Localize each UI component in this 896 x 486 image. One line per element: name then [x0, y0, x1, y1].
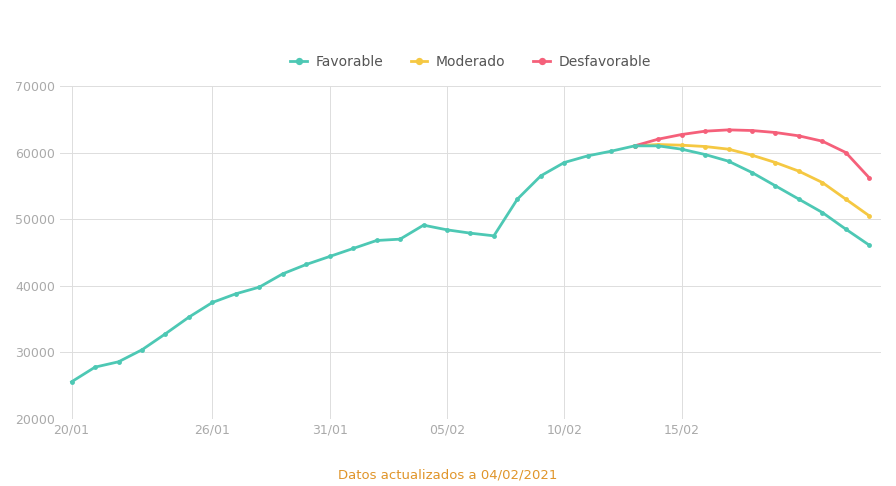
- Line: Favorable: Favorable: [69, 143, 872, 384]
- Favorable: [66, 379, 77, 385]
- Favorable: [394, 236, 405, 242]
- Desfavorable: [746, 128, 757, 134]
- Favorable: [653, 143, 664, 149]
- Favorable: [864, 242, 874, 248]
- Favorable: [207, 299, 218, 305]
- Desfavorable: [700, 128, 711, 134]
- Moderado: [700, 143, 711, 149]
- Desfavorable: [794, 133, 805, 139]
- Moderado: [629, 143, 640, 149]
- Favorable: [418, 222, 429, 228]
- Desfavorable: [723, 127, 734, 133]
- Line: Moderado: Moderado: [633, 142, 872, 218]
- Favorable: [676, 146, 687, 152]
- Favorable: [371, 238, 382, 243]
- Desfavorable: [676, 132, 687, 138]
- Favorable: [512, 196, 522, 202]
- Favorable: [700, 152, 711, 157]
- Favorable: [160, 331, 171, 337]
- Favorable: [770, 183, 780, 189]
- Moderado: [723, 146, 734, 152]
- Moderado: [746, 152, 757, 158]
- Favorable: [559, 159, 570, 165]
- Moderado: [817, 180, 828, 186]
- Desfavorable: [817, 139, 828, 144]
- Moderado: [794, 168, 805, 174]
- Favorable: [301, 261, 312, 267]
- Favorable: [465, 230, 476, 236]
- Favorable: [746, 170, 757, 175]
- Favorable: [324, 254, 335, 260]
- Moderado: [653, 141, 664, 147]
- Favorable: [90, 364, 100, 370]
- Favorable: [278, 271, 289, 277]
- Favorable: [348, 245, 358, 251]
- Favorable: [794, 196, 805, 202]
- Legend: Favorable, Moderado, Desfavorable: Favorable, Moderado, Desfavorable: [285, 50, 656, 74]
- Favorable: [442, 227, 452, 233]
- Favorable: [629, 143, 640, 149]
- Moderado: [770, 159, 780, 165]
- Favorable: [840, 226, 851, 232]
- Favorable: [184, 314, 194, 320]
- Favorable: [582, 153, 593, 159]
- Moderado: [840, 196, 851, 202]
- Favorable: [723, 158, 734, 164]
- Favorable: [113, 359, 124, 364]
- Desfavorable: [864, 175, 874, 181]
- Favorable: [136, 347, 147, 353]
- Desfavorable: [629, 143, 640, 149]
- Favorable: [817, 209, 828, 215]
- Moderado: [864, 213, 874, 219]
- Moderado: [676, 142, 687, 148]
- Favorable: [536, 173, 547, 179]
- Text: Datos actualizados a 04/02/2021: Datos actualizados a 04/02/2021: [339, 468, 557, 481]
- Favorable: [606, 148, 616, 154]
- Desfavorable: [653, 136, 664, 142]
- Favorable: [230, 291, 241, 297]
- Favorable: [254, 284, 264, 290]
- Desfavorable: [840, 150, 851, 156]
- Desfavorable: [770, 130, 780, 136]
- Favorable: [488, 233, 499, 239]
- Line: Desfavorable: Desfavorable: [633, 127, 872, 180]
